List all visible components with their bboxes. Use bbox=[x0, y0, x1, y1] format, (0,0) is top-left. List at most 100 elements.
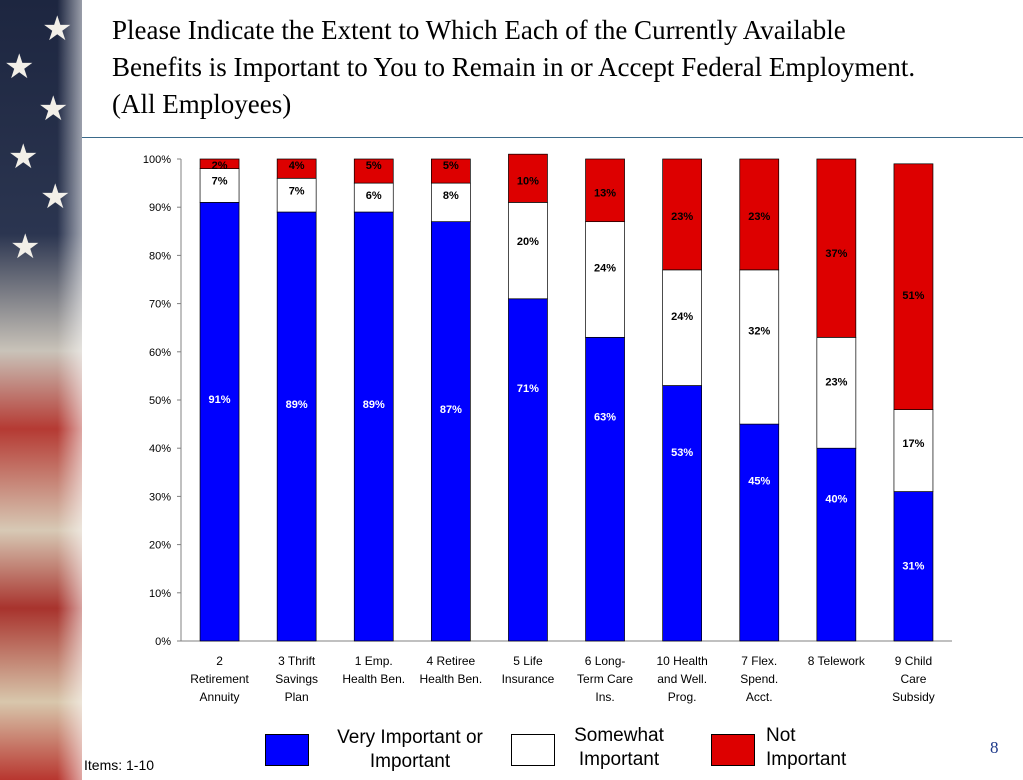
x-category-label: 6 Long- bbox=[585, 654, 626, 668]
bar-data-label: 17% bbox=[902, 438, 924, 450]
bar-data-label: 23% bbox=[671, 211, 693, 223]
title-line: Benefits is Important to You to Remain i… bbox=[112, 52, 916, 82]
y-tick-label: 20% bbox=[149, 540, 171, 552]
x-category-label: Term Care bbox=[577, 672, 633, 686]
title-divider bbox=[82, 137, 1023, 138]
bar-segment bbox=[199, 158, 240, 169]
bar-data-label: 71% bbox=[517, 383, 539, 395]
bar-data-label: 63% bbox=[594, 411, 616, 423]
y-tick-label: 90% bbox=[149, 202, 171, 214]
bar-segment bbox=[199, 202, 240, 642]
y-tick-label: 30% bbox=[149, 491, 171, 503]
x-category-label: Spend. bbox=[740, 672, 778, 686]
bar-data-label: 5% bbox=[443, 160, 459, 172]
bar-data-label: 53% bbox=[671, 447, 693, 459]
bar-segment bbox=[353, 158, 394, 184]
bar-data-label: 51% bbox=[902, 290, 924, 302]
bar-data-label: 91% bbox=[209, 394, 231, 406]
bar-data-label: 6% bbox=[366, 190, 382, 202]
bar-data-label: 5% bbox=[366, 160, 382, 172]
bar-segment bbox=[893, 491, 934, 642]
bar-data-label: 7% bbox=[212, 176, 228, 188]
x-category-label: Subsidy bbox=[892, 690, 935, 704]
bar-data-label: 37% bbox=[825, 248, 847, 260]
bar-segment bbox=[662, 269, 703, 386]
bar-data-label: 32% bbox=[748, 325, 770, 337]
bar-segment bbox=[508, 298, 548, 642]
bar-segment bbox=[276, 158, 317, 179]
bar-segment bbox=[816, 447, 857, 642]
bar-segment bbox=[739, 423, 780, 642]
bar-segment bbox=[893, 163, 934, 410]
x-category-label: Retirement bbox=[190, 672, 249, 686]
x-category-label: Annuity bbox=[200, 690, 240, 704]
bar-data-label: 7% bbox=[289, 185, 305, 197]
bar-segment bbox=[431, 158, 471, 184]
x-category-label: 4 Retiree bbox=[426, 654, 475, 668]
bar-data-label: 45% bbox=[748, 475, 770, 487]
x-category-label: 9 Child bbox=[895, 654, 932, 668]
bar-data-label: 40% bbox=[825, 493, 847, 505]
x-category-label: Plan bbox=[285, 690, 309, 704]
y-tick-label: 80% bbox=[149, 250, 171, 262]
title-line: Please Indicate the Extent to Which Each… bbox=[112, 15, 846, 45]
bar-segment bbox=[508, 153, 548, 203]
bar-segment bbox=[739, 269, 780, 425]
bar-data-label: 2% bbox=[212, 160, 228, 172]
y-tick-label: 50% bbox=[149, 395, 171, 407]
bar-segment bbox=[276, 211, 317, 642]
y-tick-label: 10% bbox=[149, 588, 171, 600]
title-line: (All Employees) bbox=[112, 89, 292, 119]
flag-shade bbox=[0, 0, 82, 780]
bar-segment bbox=[662, 158, 703, 271]
x-category-label: Acct. bbox=[746, 690, 773, 704]
bar-data-label: 24% bbox=[594, 263, 616, 275]
flag-decoration: ★ ★ ★ ★ ★ ★ bbox=[0, 0, 82, 780]
x-category-label: 2 bbox=[216, 654, 223, 668]
x-category-label: 5 Life bbox=[513, 654, 543, 668]
bar-data-label: 10% bbox=[517, 175, 539, 187]
bar-data-label: 23% bbox=[825, 376, 847, 388]
bar-segment bbox=[199, 168, 240, 203]
footer-items-note: Items: 1-10 bbox=[84, 757, 155, 773]
bar-segment bbox=[353, 211, 394, 642]
y-tick-label: 70% bbox=[149, 299, 171, 311]
bar-segment bbox=[431, 221, 471, 642]
bar-segment bbox=[662, 385, 703, 642]
y-tick-label: 60% bbox=[149, 347, 171, 359]
bar-data-label: 87% bbox=[440, 404, 462, 416]
bar-data-label: 89% bbox=[286, 399, 308, 411]
bar-segment bbox=[353, 182, 394, 213]
x-category-label: Prog. bbox=[668, 690, 697, 704]
y-tick-label: 40% bbox=[149, 443, 171, 455]
bar-segment bbox=[585, 158, 625, 223]
x-category-label: Health Ben. bbox=[419, 672, 482, 686]
slide-title: Please Indicate the Extent to Which Each… bbox=[112, 12, 1012, 123]
x-category-label: 7 Flex. bbox=[741, 654, 777, 668]
bar-segment bbox=[739, 158, 780, 271]
x-category-label: 8 Telework bbox=[808, 654, 866, 668]
x-category-label: 1 Emp. bbox=[355, 654, 393, 668]
bar-data-label: 13% bbox=[594, 187, 616, 199]
bar-data-label: 4% bbox=[289, 160, 305, 172]
bar-segment bbox=[431, 182, 471, 223]
x-category-label: Health Ben. bbox=[342, 672, 405, 686]
bar-data-label: 20% bbox=[517, 236, 539, 248]
bar-data-label: 89% bbox=[363, 399, 385, 411]
y-tick-label: 100% bbox=[143, 154, 171, 166]
bar-data-label: 23% bbox=[748, 211, 770, 223]
bar-data-label: 8% bbox=[443, 190, 459, 202]
bar-segment bbox=[893, 409, 934, 492]
bar-segment bbox=[816, 336, 857, 449]
bar-data-label: 24% bbox=[671, 311, 693, 323]
y-tick-label: 0% bbox=[155, 636, 171, 648]
bar-data-label: 31% bbox=[902, 561, 924, 573]
bar-segment bbox=[585, 221, 625, 338]
page-number: 8 bbox=[990, 738, 999, 757]
x-category-label: Insurance bbox=[502, 672, 555, 686]
x-category-label: Savings bbox=[275, 672, 318, 686]
x-category-label: Ins. bbox=[595, 690, 614, 704]
bar-segment bbox=[816, 158, 857, 338]
x-category-label: Care bbox=[900, 672, 926, 686]
x-category-label: 10 Health bbox=[656, 654, 707, 668]
